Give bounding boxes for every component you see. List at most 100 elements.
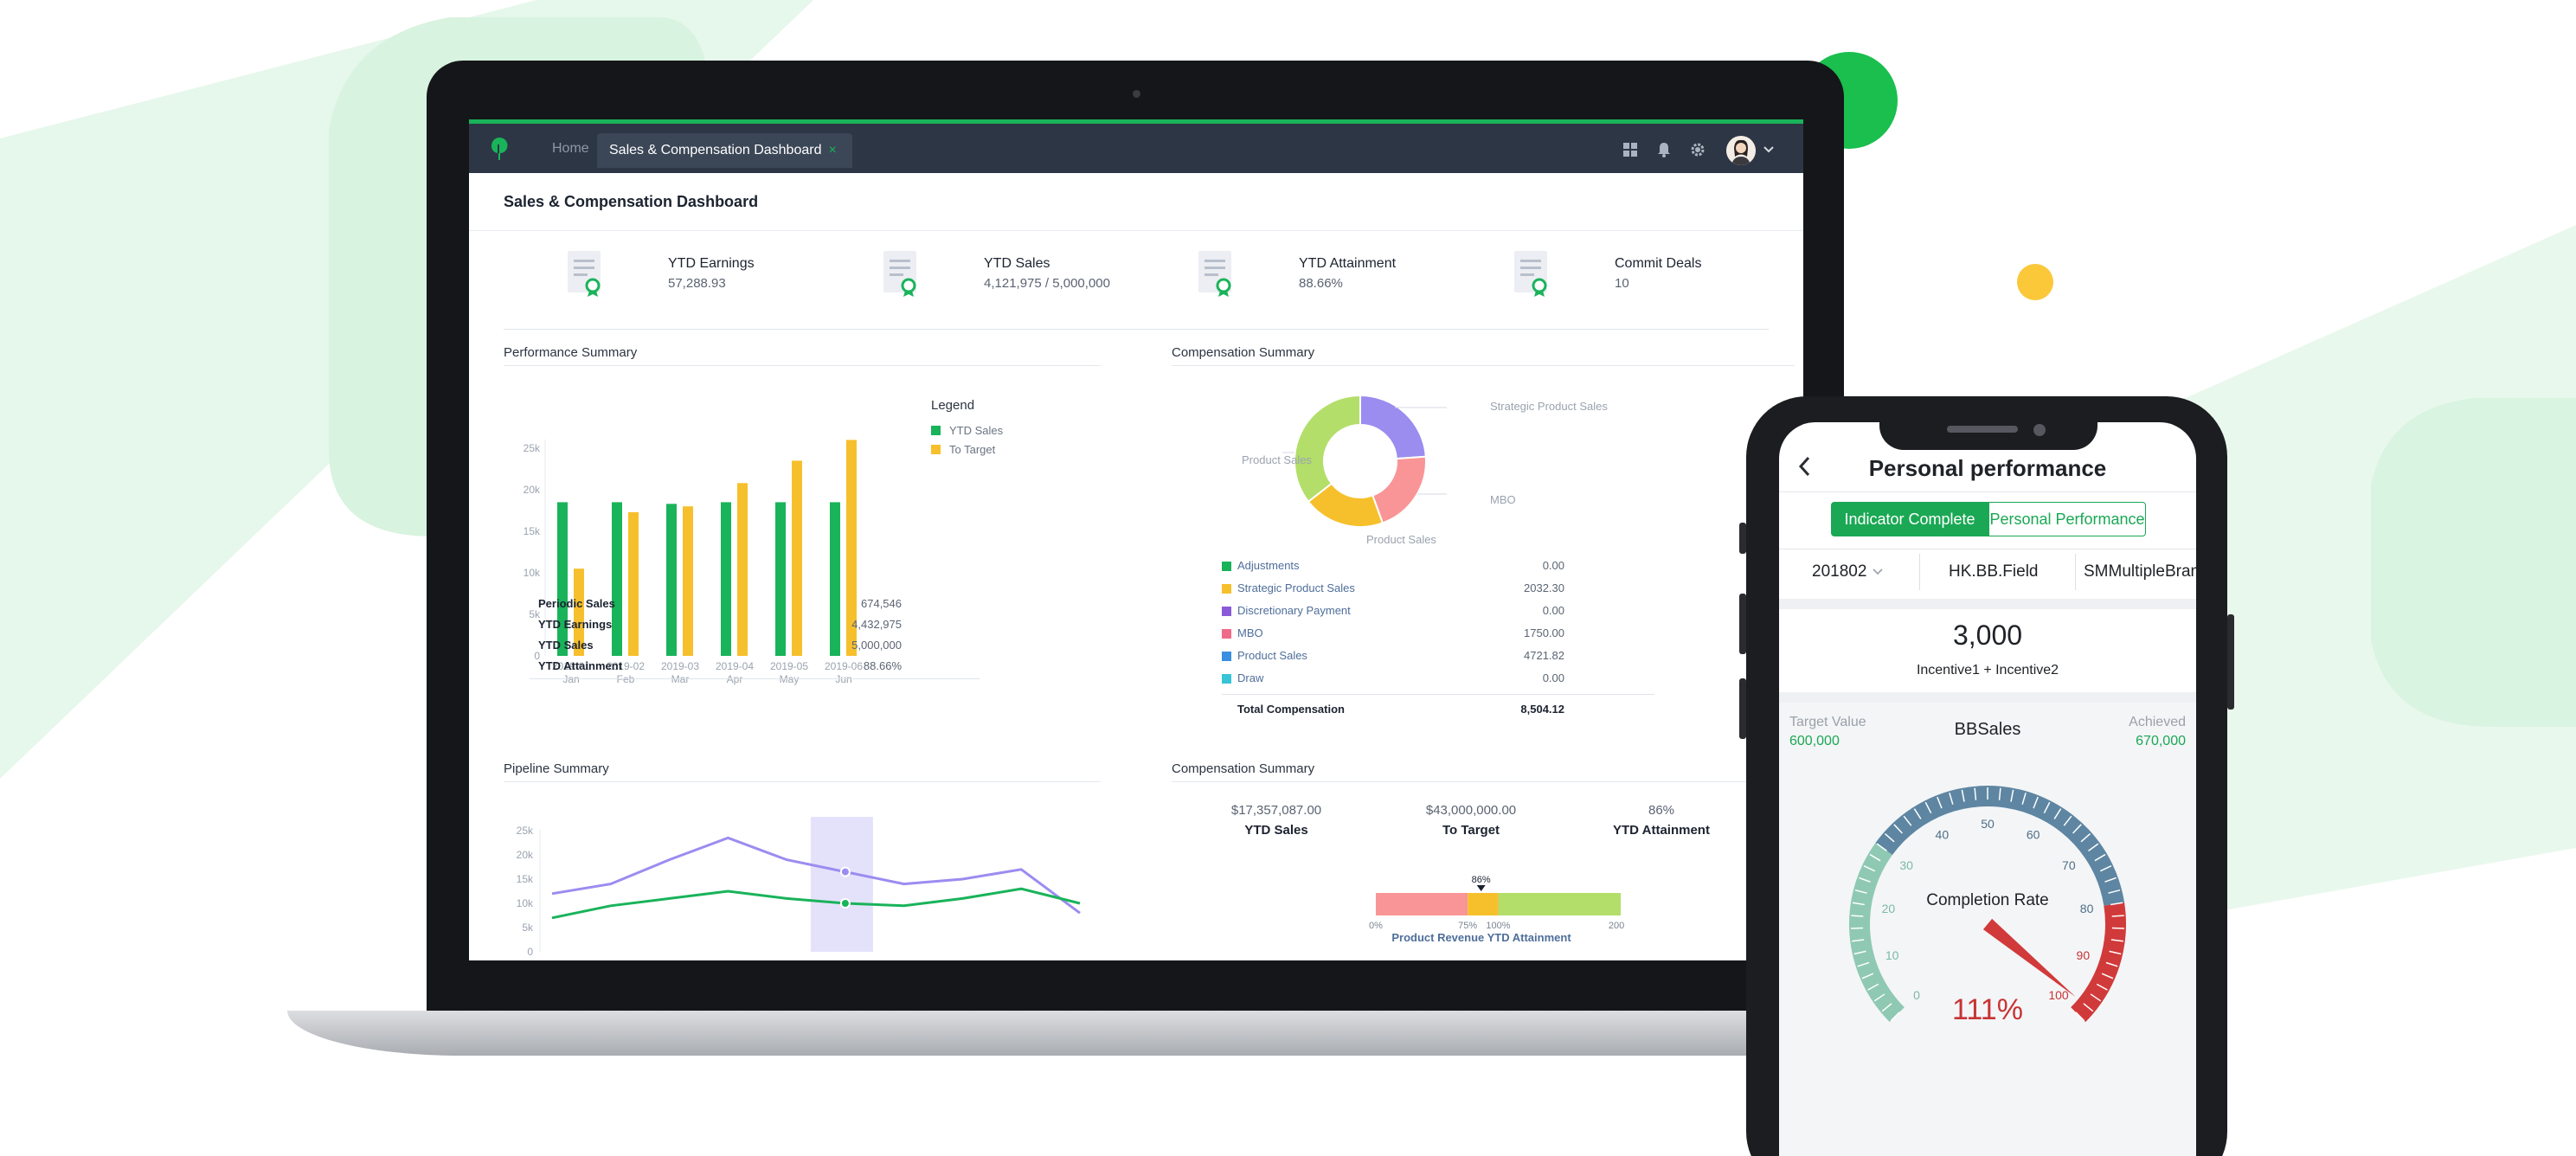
y-tick-label: 20k — [517, 849, 534, 861]
gauge-tick — [1884, 832, 1895, 843]
y-tick-label: 25k — [524, 442, 541, 454]
gauge-tick — [2010, 789, 2014, 802]
brand-filter[interactable]: SMMultipleBrand — [2084, 562, 2196, 581]
section-rule — [1172, 365, 1795, 366]
segment-indicator-complete[interactable]: Indicator Complete — [1831, 502, 1988, 536]
progress-tick-label: 100% — [1486, 921, 1510, 931]
target-value-label: Target Value — [1789, 715, 1866, 729]
gauge-tick — [2094, 853, 2106, 862]
kpi-ytd-attainment[interactable]: YTD Attainment 88.66% — [1197, 249, 1491, 310]
field-filter[interactable]: HK.BB.Field — [1949, 562, 2039, 581]
gear-icon[interactable] — [1689, 141, 1706, 158]
row-value: 0.00 — [1542, 604, 1564, 617]
chevron-down-icon[interactable] — [1763, 143, 1775, 155]
kpi-label: YTD Earnings — [668, 256, 755, 271]
gauge-tick — [2021, 793, 2027, 805]
gauge-tick — [1937, 796, 1943, 809]
gauge-tick — [1913, 808, 1922, 819]
gauge-tick-label: 70 — [2062, 858, 2076, 872]
y-tick-label: 15k — [517, 873, 534, 885]
filter-separator — [2075, 554, 2076, 590]
metric-name: BBSales — [1954, 720, 2021, 739]
tree-logo-icon[interactable] — [488, 136, 511, 162]
back-chevron-icon[interactable] — [1796, 455, 1814, 478]
tab-sales-compensation-dashboard[interactable]: Sales & Compensation Dashboard × — [597, 133, 852, 168]
x-tick-label: May — [780, 673, 800, 685]
performance-summary-title: Performance Summary — [504, 345, 638, 360]
compensation-table: Adjustments 0.00 Strategic Product Sales 20… — [1222, 556, 1564, 690]
row-label: YTD Earnings — [538, 618, 613, 631]
gauge-tick — [1854, 889, 1867, 894]
gauge-tick — [1852, 939, 1865, 942]
row-value: 674,546 — [861, 597, 902, 610]
x-tick-label: Feb — [617, 673, 635, 685]
phone-mute-switch — [1739, 523, 1746, 554]
progress-segment — [1468, 893, 1499, 915]
phone-power-button — [2227, 614, 2234, 710]
user-avatar-image — [1726, 136, 1756, 165]
segment-personal-performance[interactable]: Personal Performance — [1988, 502, 2146, 536]
gauge-tick — [2090, 993, 2102, 1002]
section-rule — [504, 365, 1101, 366]
kpi-label: Commit Deals — [1615, 256, 1702, 271]
tab-home[interactable]: Home — [552, 141, 589, 156]
gauge-tick — [2088, 843, 2099, 851]
incentive-total: 3,000 — [1952, 620, 2023, 651]
gauge-tick — [2109, 950, 2122, 955]
period-filter[interactable]: 201802 — [1812, 562, 1884, 581]
table-row: YTD Attainment 88.66% — [538, 656, 902, 677]
compensation-summary-title: Compensation Summary — [1172, 345, 1315, 360]
kpi-ytd-sales[interactable]: YTD Sales 4,121,975 / 5,000,000 — [882, 249, 1176, 310]
bell-icon[interactable] — [1655, 141, 1673, 158]
legend-item-to-target[interactable]: To Target — [931, 443, 995, 456]
certificate-icon — [883, 251, 916, 297]
gauge-tick-label: 20 — [1882, 902, 1896, 915]
spacer — [1779, 599, 2196, 609]
gauge-tick — [1861, 973, 1874, 979]
close-tab-icon[interactable]: × — [828, 143, 837, 157]
gauge-band-low — [1849, 842, 1905, 1023]
progress-caption: Product Revenue YTD Attainment — [1391, 931, 1571, 944]
gauge-tick — [2099, 865, 2112, 872]
table-row: Periodic Sales 674,546 — [538, 594, 902, 614]
gauge-tick — [1851, 915, 1864, 917]
certificate-icon — [1198, 251, 1231, 297]
bar-to-target — [846, 440, 857, 656]
title-rule — [1779, 491, 2196, 492]
donut-callout: MBO — [1490, 493, 1516, 506]
table-row: YTD Earnings 4,432,975 — [538, 614, 902, 635]
kpi-ytd-earnings[interactable]: YTD Earnings 57,288.93 — [566, 249, 860, 310]
x-tick-label: 2019-01 — [552, 660, 590, 672]
gauge-title: Completion Rate — [1926, 891, 2049, 909]
phone-title: Personal performance — [1868, 455, 2107, 481]
gauge-band-mid — [1875, 786, 2125, 906]
row-color-swatch — [1222, 584, 1231, 594]
total-value: 8,504.12 — [1520, 703, 1564, 716]
phone-camera — [2033, 424, 2046, 436]
legend-swatch — [931, 445, 941, 454]
legend-item-ytd-sales[interactable]: YTD Sales — [931, 424, 1003, 437]
row-value: 0.00 — [1542, 559, 1564, 572]
apps-grid-icon[interactable] — [1622, 141, 1639, 158]
bar-ytd-sales — [666, 504, 677, 656]
progress-tick-label: 200% — [1609, 921, 1624, 931]
user-avatar[interactable] — [1726, 136, 1756, 165]
gauge-tick — [2096, 983, 2108, 991]
y-tick-label: 10k — [524, 567, 541, 579]
pipeline-summary-title: Pipeline Summary — [504, 761, 609, 776]
header-divider — [469, 230, 1803, 231]
kpi-value: 10 — [1615, 276, 1629, 291]
progress-marker-icon — [1476, 885, 1486, 891]
compensation-summary-2-title: Compensation Summary — [1172, 761, 1315, 776]
donut-callout: Product Sales — [1242, 453, 1312, 466]
gauge-tick-label: 90 — [2077, 948, 2091, 962]
to-target-amount: $43,000,000.00 — [1425, 803, 1517, 818]
donut-slice-product-sales — [1294, 394, 1361, 504]
row-value: 1750.00 — [1524, 626, 1564, 639]
row-color-swatch — [1222, 629, 1231, 639]
section-rule — [1172, 781, 1795, 782]
y-tick-label: 5k — [522, 922, 534, 934]
kpi-commit-deals[interactable]: Commit Deals 10 — [1513, 249, 1803, 310]
gauge-tick — [2105, 961, 2118, 967]
x-tick-label: Mar — [671, 673, 690, 685]
